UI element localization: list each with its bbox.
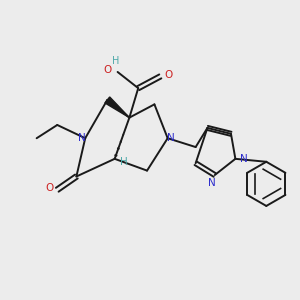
Text: N: N bbox=[240, 154, 248, 164]
Text: N: N bbox=[208, 178, 216, 188]
Text: O: O bbox=[103, 65, 111, 76]
Text: N: N bbox=[78, 133, 86, 143]
Text: O: O bbox=[164, 70, 173, 80]
Text: N: N bbox=[167, 133, 175, 143]
Text: H: H bbox=[120, 157, 128, 167]
Polygon shape bbox=[105, 97, 129, 118]
Text: H: H bbox=[112, 56, 119, 66]
Text: O: O bbox=[45, 183, 53, 193]
